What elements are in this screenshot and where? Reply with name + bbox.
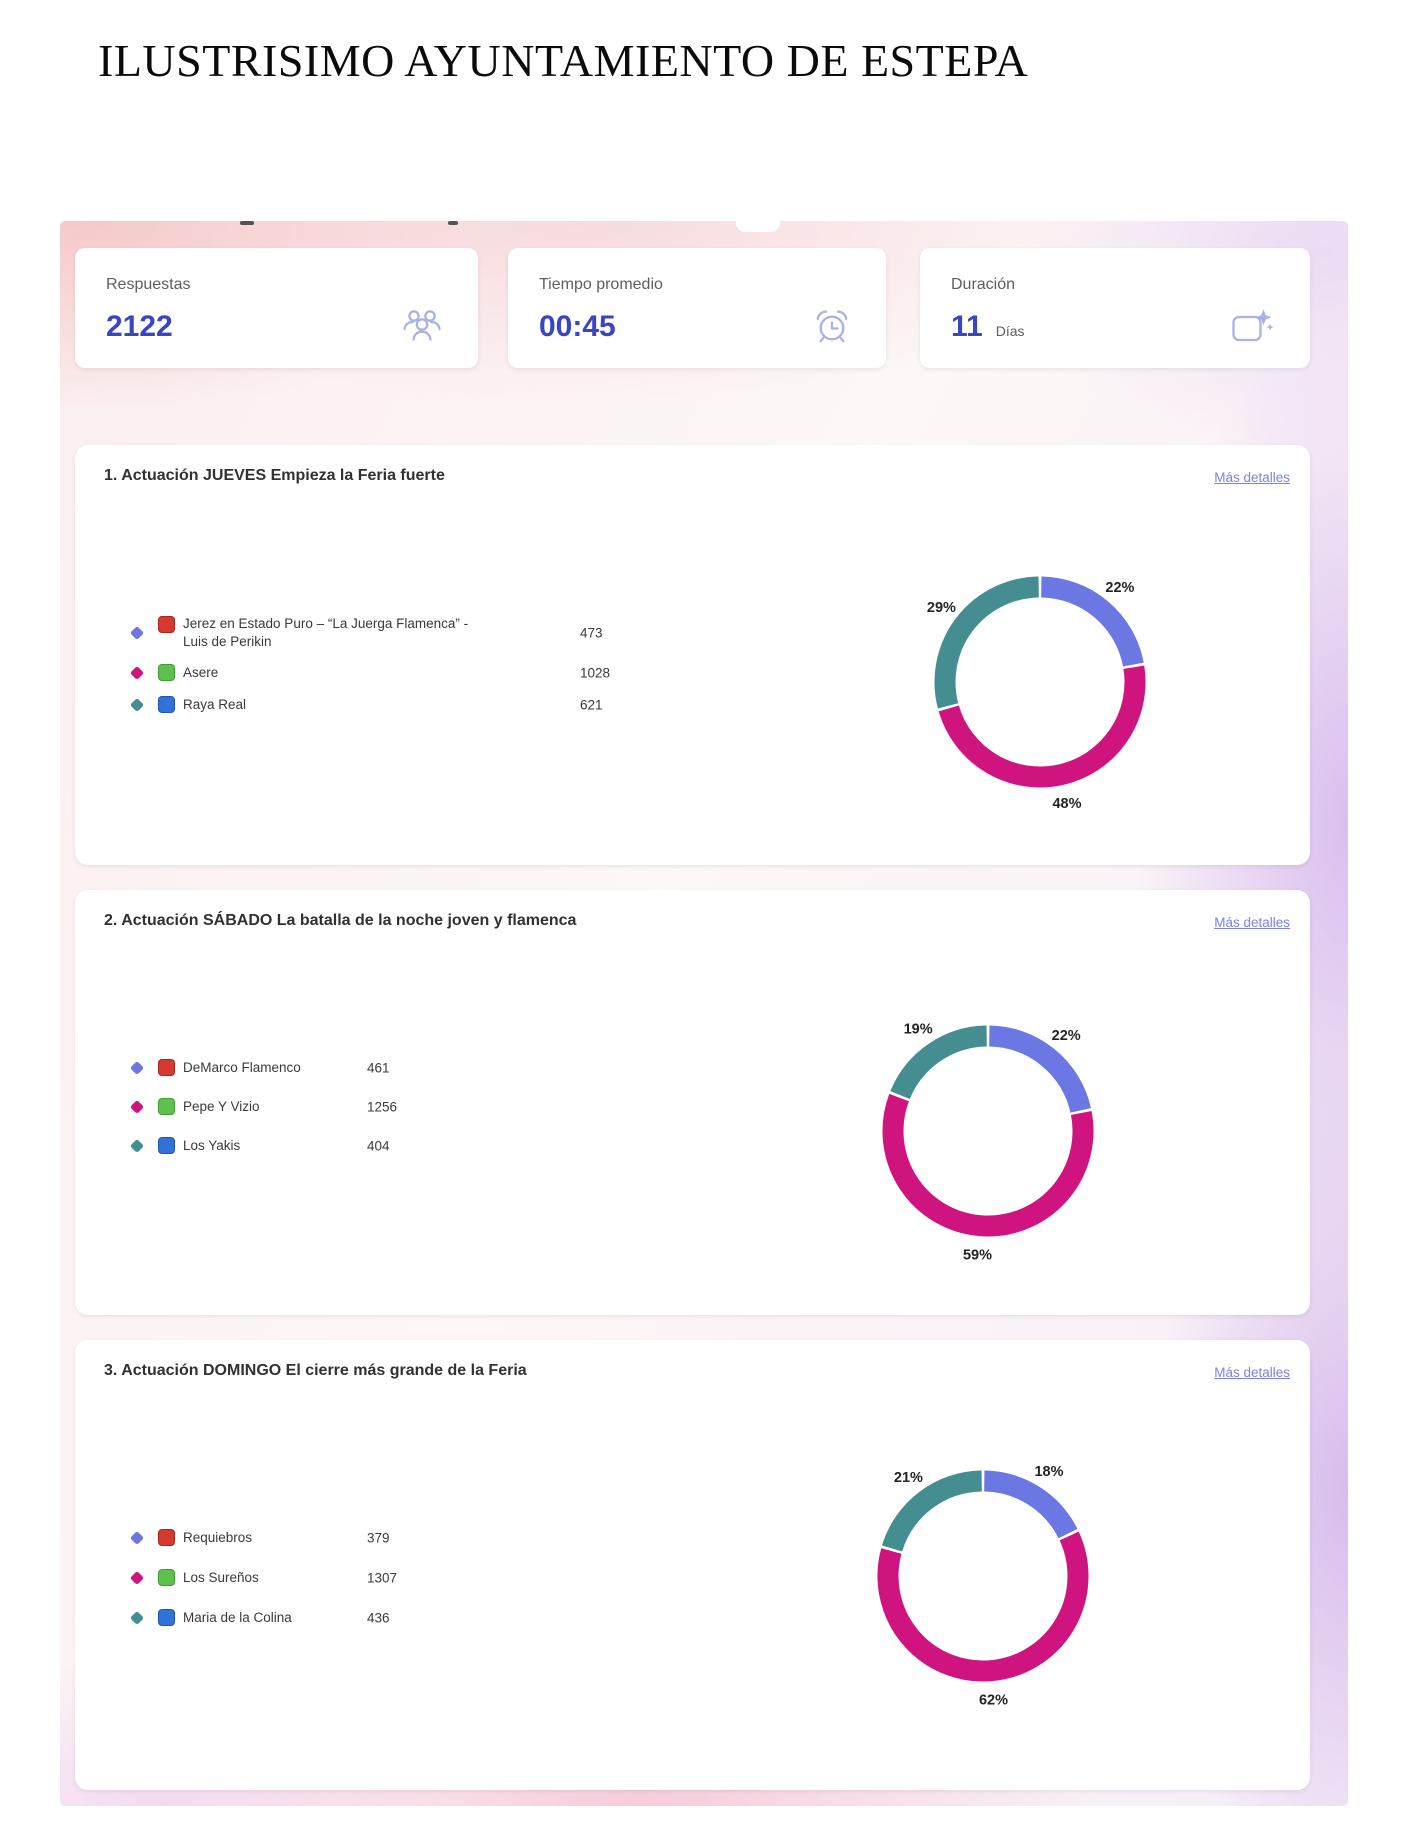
option-label: Pepe Y Vizio <box>183 1099 260 1115</box>
cropped-text-artifact <box>448 221 458 225</box>
legend-item: Maria de la Colina 436 <box>129 1608 390 1628</box>
svg-text:59%: 59% <box>963 1248 992 1264</box>
alarm-clock-icon <box>814 308 850 349</box>
legend-item: Pepe Y Vizio 1256 <box>129 1097 397 1117</box>
legend-item: Jerez en Estado Puro – “La Juerga Flamen… <box>129 615 603 651</box>
legend-bullet-icon <box>129 665 145 680</box>
page-title: ILUSTRISIMO AYUNTAMIENTO DE ESTEPA <box>98 35 1029 86</box>
option-label: Raya Real <box>183 696 247 712</box>
responses-stat-card: Respuestas 2122 <box>75 248 478 368</box>
legend-bullet-icon <box>129 1530 145 1546</box>
more-details-link[interactable]: Más detalles <box>1214 915 1290 930</box>
option-votes: 436 <box>367 1610 390 1626</box>
option-label: Los Yakis <box>183 1138 241 1154</box>
legend-bullet-icon <box>129 1570 145 1586</box>
question-card-2: 2. Actuación SÁBADO La batalla de la noc… <box>75 890 1310 1315</box>
red-square-emoji-icon <box>158 1059 175 1076</box>
option-label: Los Sureños <box>183 1570 259 1586</box>
legend-item: Los Yakis 404 <box>129 1136 390 1156</box>
duration-value: 11 Días <box>951 310 1025 343</box>
green-square-emoji-icon <box>158 1098 175 1115</box>
chart-legend: Requiebros 379 Los Sureños 1307 Maria de… <box>129 1528 397 1628</box>
cropped-text-artifact <box>240 221 254 225</box>
option-label: DeMarco Flamenco <box>183 1060 301 1076</box>
calendar-sparkle-icon <box>1230 308 1274 351</box>
donut-chart: 22% 48% 29% <box>908 550 1172 814</box>
responses-value: 2122 <box>106 310 173 343</box>
svg-text:19%: 19% <box>904 1022 933 1038</box>
legend-item: DeMarco Flamenco 461 <box>129 1058 390 1078</box>
legend-item: Los Sureños 1307 <box>129 1568 397 1588</box>
donut-chart: 18% 62% 21% <box>851 1444 1115 1709</box>
question-card-3: 3. Actuación DOMINGO El cierre más grand… <box>75 1340 1310 1790</box>
svg-text:18%: 18% <box>1034 1464 1063 1480</box>
svg-text:29%: 29% <box>927 600 956 616</box>
option-votes: 1028 <box>580 665 611 681</box>
legend-item: Raya Real 621 <box>129 695 603 715</box>
chart-legend: Jerez en Estado Puro – “La Juerga Flamen… <box>129 615 610 715</box>
duration-unit: Días <box>995 323 1025 339</box>
option-votes: 473 <box>580 625 603 641</box>
question-title: 1. Actuación JUEVES Empieza la Feria fue… <box>104 467 445 484</box>
blue-square-emoji-icon <box>158 1137 175 1154</box>
average-time-stat-card: Tiempo promedio 00:45 <box>508 248 886 368</box>
svg-text:22%: 22% <box>1052 1028 1081 1044</box>
question-title: 3. Actuación DOMINGO El cierre más grand… <box>104 1362 527 1379</box>
average-time-label: Tiempo promedio <box>539 276 663 293</box>
legend-bullet-icon <box>129 625 145 640</box>
option-label: Jerez en Estado Puro – “La Juerga Flamen… <box>183 616 469 649</box>
donut-chart: 22% 59% 19% <box>856 999 1120 1264</box>
red-square-emoji-icon <box>158 1529 175 1546</box>
blue-square-emoji-icon <box>158 695 175 713</box>
svg-text:62%: 62% <box>979 1693 1008 1709</box>
duration-label: Duración <box>951 276 1016 293</box>
green-square-emoji-icon <box>158 663 175 681</box>
responses-label: Respuestas <box>106 276 191 293</box>
legend-bullet-icon <box>129 1138 145 1154</box>
svg-text:22%: 22% <box>1105 580 1134 596</box>
option-label: Maria de la Colina <box>183 1610 292 1626</box>
legend-bullet-icon <box>129 1099 145 1115</box>
red-square-emoji-icon <box>158 616 175 633</box>
svg-text:21%: 21% <box>894 1470 923 1486</box>
legend-bullet-icon <box>129 1060 145 1076</box>
option-votes: 404 <box>367 1138 390 1154</box>
question-card-1: 1. Actuación JUEVES Empieza la Feria fue… <box>75 445 1310 865</box>
legend-item: Asere 1028 <box>129 663 610 683</box>
more-details-link[interactable]: Más detalles <box>1214 470 1290 485</box>
option-label: Requiebros <box>183 1530 253 1546</box>
legend-bullet-icon <box>129 697 145 712</box>
people-icon <box>402 308 442 347</box>
option-votes: 1307 <box>367 1570 398 1586</box>
option-votes: 379 <box>367 1530 390 1546</box>
results-dashboard: Respuestas 2122 Tiempo promedio 00:45 <box>60 221 1348 1806</box>
question-title: 2. Actuación SÁBADO La batalla de la noc… <box>104 912 577 929</box>
top-notch <box>736 221 780 232</box>
more-details-link[interactable]: Más detalles <box>1214 1365 1290 1380</box>
blue-square-emoji-icon <box>158 1609 175 1626</box>
legend-bullet-icon <box>129 1610 145 1626</box>
option-votes: 1256 <box>367 1099 398 1115</box>
chart-legend: DeMarco Flamenco 461 Pepe Y Vizio 1256 L… <box>129 1058 397 1156</box>
legend-item: Requiebros 379 <box>129 1528 390 1548</box>
green-square-emoji-icon <box>158 1569 175 1586</box>
svg-text:48%: 48% <box>1052 796 1081 812</box>
average-time-value: 00:45 <box>539 310 616 343</box>
option-votes: 621 <box>580 697 603 713</box>
duration-stat-card: Duración 11 Días <box>920 248 1310 368</box>
option-votes: 461 <box>367 1060 390 1076</box>
option-label: Asere <box>183 664 219 680</box>
